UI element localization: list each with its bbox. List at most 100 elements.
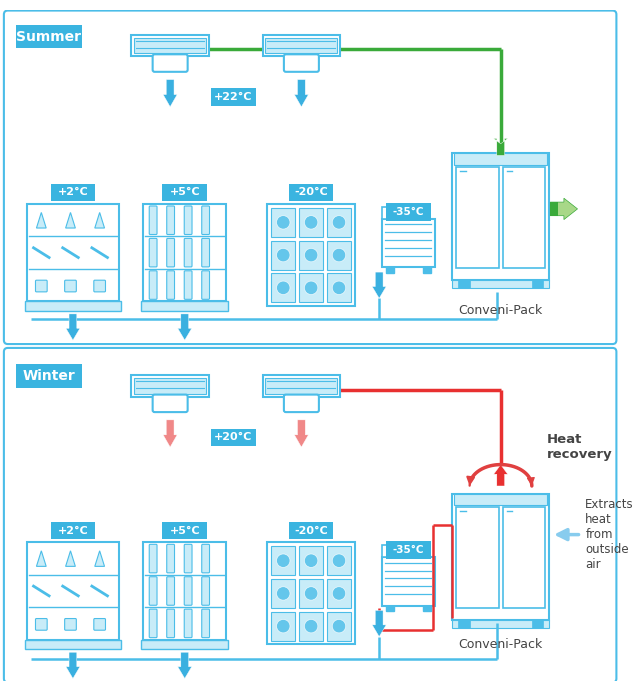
Polygon shape <box>66 212 76 228</box>
FancyBboxPatch shape <box>149 271 157 299</box>
Bar <box>381 207 397 218</box>
Bar <box>502 167 545 268</box>
Bar <box>424 605 431 612</box>
Bar <box>51 522 95 540</box>
Bar <box>454 494 547 505</box>
Polygon shape <box>66 551 76 567</box>
Polygon shape <box>36 551 46 567</box>
Bar <box>458 280 470 287</box>
Bar <box>387 267 394 273</box>
Bar <box>327 274 351 302</box>
FancyArrow shape <box>493 464 508 486</box>
Bar <box>386 542 431 559</box>
Bar <box>299 547 323 575</box>
FancyArrow shape <box>372 272 386 299</box>
FancyBboxPatch shape <box>184 206 192 234</box>
FancyBboxPatch shape <box>184 271 192 299</box>
FancyBboxPatch shape <box>35 280 47 292</box>
FancyBboxPatch shape <box>184 577 192 605</box>
FancyBboxPatch shape <box>184 238 192 267</box>
Bar <box>327 208 351 237</box>
Bar <box>458 620 470 628</box>
FancyArrow shape <box>550 198 577 220</box>
Bar <box>381 557 435 605</box>
Bar <box>452 280 549 287</box>
Bar <box>25 301 121 311</box>
Bar <box>211 88 256 106</box>
Text: -20°C: -20°C <box>294 187 328 198</box>
Circle shape <box>276 587 290 600</box>
Bar <box>327 579 351 608</box>
Circle shape <box>332 248 346 262</box>
Polygon shape <box>95 212 104 228</box>
Bar <box>262 375 340 397</box>
Bar <box>262 35 340 56</box>
Bar <box>143 204 226 301</box>
Bar <box>271 240 295 269</box>
FancyBboxPatch shape <box>94 618 106 630</box>
FancyBboxPatch shape <box>4 10 616 344</box>
Bar <box>131 35 209 56</box>
Circle shape <box>332 281 346 294</box>
Circle shape <box>276 281 290 294</box>
Polygon shape <box>36 212 46 228</box>
Bar <box>131 375 209 397</box>
FancyBboxPatch shape <box>167 609 175 638</box>
FancyBboxPatch shape <box>184 609 192 638</box>
FancyBboxPatch shape <box>94 280 106 292</box>
Bar <box>141 301 228 311</box>
Text: -35°C: -35°C <box>392 207 424 217</box>
Bar <box>143 542 226 640</box>
Bar <box>387 605 394 612</box>
Bar <box>211 428 256 446</box>
Text: +5°C: +5°C <box>170 187 200 198</box>
Text: Conveni-Pack: Conveni-Pack <box>459 305 543 317</box>
Circle shape <box>305 216 318 229</box>
Bar <box>271 274 295 302</box>
FancyArrow shape <box>66 652 80 679</box>
FancyArrow shape <box>163 79 177 107</box>
Text: Winter: Winter <box>22 369 75 383</box>
Bar <box>452 494 549 620</box>
FancyArrow shape <box>163 420 177 447</box>
Bar <box>386 203 431 220</box>
Bar <box>381 218 435 267</box>
Circle shape <box>305 281 318 294</box>
FancyBboxPatch shape <box>167 577 175 605</box>
Circle shape <box>276 554 290 567</box>
Circle shape <box>305 554 318 567</box>
Bar <box>299 240 323 269</box>
Text: +2°C: +2°C <box>58 187 88 198</box>
Text: +2°C: +2°C <box>58 526 88 536</box>
FancyBboxPatch shape <box>167 206 175 234</box>
Text: +5°C: +5°C <box>170 526 200 536</box>
Circle shape <box>332 619 346 633</box>
Bar <box>141 640 228 650</box>
Text: +22°C: +22°C <box>214 92 253 102</box>
Bar <box>266 378 337 394</box>
FancyBboxPatch shape <box>284 55 319 72</box>
Bar <box>299 612 323 641</box>
Bar <box>299 274 323 302</box>
Bar <box>299 208 323 237</box>
Circle shape <box>305 619 318 633</box>
Bar <box>266 38 337 53</box>
Text: -35°C: -35°C <box>392 545 424 555</box>
Text: +20°C: +20°C <box>214 433 253 442</box>
Bar <box>271 612 295 641</box>
Bar <box>456 167 499 268</box>
FancyBboxPatch shape <box>167 238 175 267</box>
FancyBboxPatch shape <box>167 545 175 573</box>
FancyArrow shape <box>294 79 308 107</box>
FancyBboxPatch shape <box>184 545 192 573</box>
FancyBboxPatch shape <box>202 545 209 573</box>
FancyBboxPatch shape <box>4 348 616 683</box>
FancyBboxPatch shape <box>149 577 157 605</box>
FancyArrow shape <box>178 652 192 679</box>
FancyBboxPatch shape <box>202 206 209 234</box>
Circle shape <box>332 587 346 600</box>
Bar <box>452 153 549 280</box>
FancyArrow shape <box>178 314 192 340</box>
Bar <box>27 542 119 640</box>
Bar <box>454 153 547 165</box>
